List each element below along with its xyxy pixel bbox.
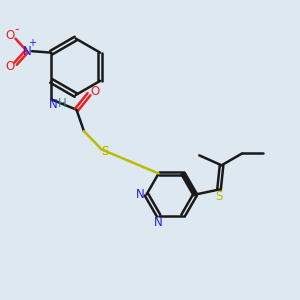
Text: +: + xyxy=(28,38,36,48)
Text: N: N xyxy=(136,188,144,201)
Text: S: S xyxy=(215,190,223,202)
Text: N: N xyxy=(154,216,162,229)
Text: -: - xyxy=(15,23,19,36)
Text: N: N xyxy=(22,45,31,58)
Text: O: O xyxy=(5,29,14,42)
Text: O: O xyxy=(90,85,100,98)
Text: H: H xyxy=(58,97,67,110)
Text: S: S xyxy=(101,145,108,158)
Text: O: O xyxy=(5,60,14,73)
Text: N: N xyxy=(49,98,58,111)
Text: S: S xyxy=(101,145,108,158)
